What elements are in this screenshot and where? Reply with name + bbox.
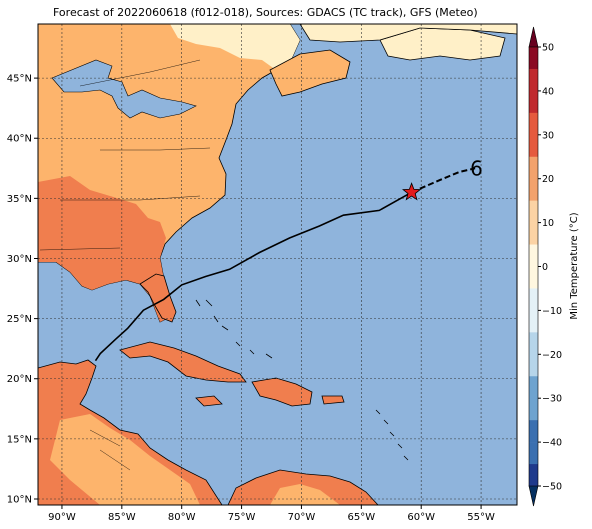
colorbar-tick-label: 0 — [542, 262, 548, 273]
x-axis-ticks: 90°W 85°W 80°W 75°W 70°W 65°W 60°W 55°W — [48, 505, 495, 523]
storm-track-forecast — [411, 167, 476, 194]
cuba-land — [119, 341, 247, 383]
canada-cool-region — [170, 24, 300, 70]
florida-land — [139, 273, 177, 323]
colorbar-tick-label: 10 — [542, 218, 554, 229]
colorbar-segment — [529, 288, 538, 311]
x-tick-label: 70°W — [288, 512, 316, 523]
lesser-antilles — [375, 409, 409, 461]
puerto-rico-land — [321, 395, 345, 405]
colorbar-segment — [529, 112, 538, 136]
colorbar-tick-label: 50 — [542, 43, 554, 54]
y-tick-label: 35°N — [7, 194, 32, 205]
storm-track-layer: 6 — [94, 156, 483, 362]
x-tick-label: 60°W — [407, 512, 435, 523]
colorbar-segment — [529, 68, 538, 92]
y-tick-label: 10°N — [7, 494, 32, 505]
colorbar-segment — [529, 47, 538, 70]
y-tick-label: 45°N — [7, 74, 32, 85]
colorbar-segment — [529, 354, 538, 377]
gridlines — [38, 24, 517, 505]
colorbar — [528, 26, 539, 507]
storm-track-past — [94, 191, 412, 362]
labrador-land — [299, 24, 517, 43]
jamaica-land — [195, 395, 223, 407]
great-lakes — [51, 59, 197, 119]
colorbar-label: Min Temperature (°C) — [569, 212, 580, 319]
colorbar-tick-label: −20 — [542, 350, 562, 361]
y-tick-label: 30°N — [7, 254, 32, 265]
colorbar-segment — [529, 310, 538, 333]
central-america-warm — [50, 414, 200, 505]
x-tick-label: 55°W — [467, 512, 495, 523]
colorbar-segment — [529, 464, 538, 487]
colorbar-tick-label: −30 — [542, 394, 562, 405]
colorbar-tick-label: −10 — [542, 306, 562, 317]
colorbar-segment — [529, 376, 538, 399]
colorbar-segment — [529, 420, 538, 443]
south-america-warm — [270, 484, 340, 505]
y-axis-ticks: 10°N 15°N 20°N 25°N 30°N 35°N 40°N 45°N — [7, 74, 38, 505]
colorbar-segment — [529, 442, 538, 465]
colorbar-extend-bottom — [528, 485, 539, 507]
y-tick-label: 20°N — [7, 374, 32, 385]
bahamas-islands — [195, 299, 273, 359]
colorbar-tick-label: −40 — [542, 438, 562, 449]
hispaniola-land — [251, 377, 313, 407]
landmass-layer — [38, 24, 517, 505]
colorbar-segment — [529, 398, 538, 421]
colorbar-ticks: 50 40 30 20 10 0 −10 −20 −30 −40 −50 — [538, 43, 562, 493]
x-tick-label: 90°W — [48, 512, 76, 523]
colorbar-tick-label: 20 — [542, 174, 554, 185]
colorbar-segment — [529, 244, 538, 267]
y-tick-label: 40°N — [7, 134, 32, 145]
x-tick-label: 85°W — [108, 512, 136, 523]
colorbar-segment — [529, 156, 538, 179]
state-borders — [39, 59, 211, 471]
x-tick-label: 80°W — [168, 512, 196, 523]
storm-forecast-symbol: 6 — [470, 156, 483, 180]
colorbar-tick-label: 40 — [542, 86, 554, 97]
colorbar-segment — [529, 200, 538, 223]
x-tick-label: 75°W — [228, 512, 256, 523]
y-tick-label: 25°N — [7, 314, 32, 325]
y-tick-label: 15°N — [7, 434, 32, 445]
colorbar-segment — [529, 332, 538, 355]
x-tick-label: 65°W — [348, 512, 376, 523]
colorbar-segment — [529, 178, 538, 201]
southeast-us-hot-region — [38, 176, 172, 322]
map-title-text: Forecast of 2022060618 (f012-018), Sourc… — [53, 6, 478, 19]
colorbar-segment — [529, 266, 538, 289]
colorbar-segment — [529, 222, 538, 245]
colorbar-tick-label: −50 — [542, 482, 562, 493]
storm-position-star-icon[interactable] — [402, 182, 422, 201]
colorbar-tick-label: 30 — [542, 130, 554, 141]
colorbar-segment — [529, 90, 538, 114]
colorbar-extend-top — [528, 26, 539, 48]
maritimes-land — [269, 49, 351, 97]
colorbar-segment — [529, 134, 538, 158]
map-frame — [37, 23, 518, 506]
